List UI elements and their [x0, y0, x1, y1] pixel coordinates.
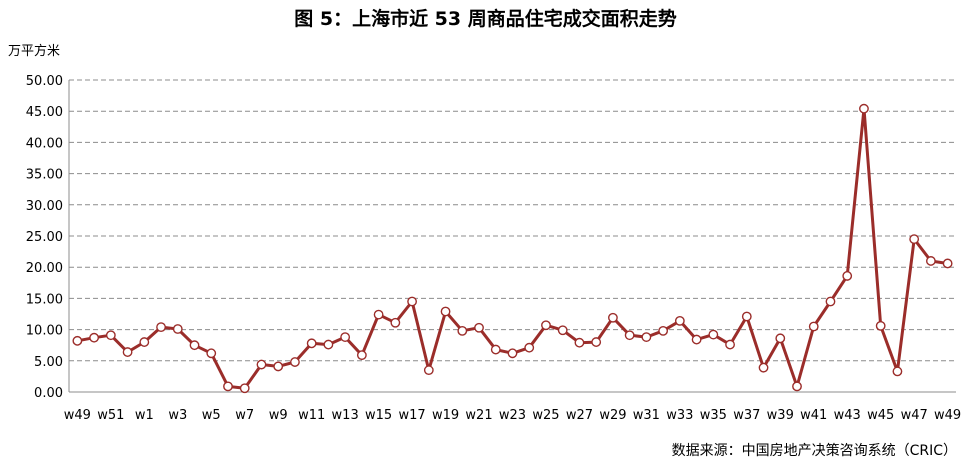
data-point	[490, 344, 501, 355]
x-tick-label: w37	[733, 408, 760, 423]
data-point	[842, 271, 853, 281]
y-tick-label: 30.00	[26, 199, 63, 214]
data-point	[608, 312, 618, 323]
x-tick-label: w17	[398, 408, 425, 423]
data-point	[541, 320, 551, 331]
data-point	[223, 381, 233, 392]
data-point	[256, 359, 267, 370]
y-tick-label: 40.00	[26, 136, 63, 151]
x-tick-label: w19	[432, 408, 459, 423]
data-point	[457, 325, 468, 336]
data-point	[172, 324, 183, 334]
data-point	[909, 234, 920, 245]
y-tick-label: 50.00	[26, 74, 63, 89]
y-axis-unit-label: 万平方米	[8, 44, 61, 59]
x-tick-label: w21	[465, 408, 492, 423]
x-tick-label: w11	[298, 408, 325, 423]
x-tick-label: w47	[901, 408, 928, 423]
y-tick-label: 10.00	[26, 324, 63, 339]
data-point	[423, 365, 434, 376]
y-tick-label: 25.00	[26, 230, 63, 245]
data-point	[156, 322, 166, 333]
x-tick-label: w9	[269, 408, 288, 423]
chart-title: 图 5：上海市近 53 周商品住宅成交面积走势	[294, 8, 677, 30]
data-point	[524, 342, 535, 353]
y-tick-label: 15.00	[26, 292, 63, 307]
data-point	[641, 332, 652, 342]
x-tick-label: w7	[235, 408, 254, 423]
data-point	[373, 309, 384, 320]
data-point	[825, 296, 836, 307]
data-point	[340, 332, 351, 342]
data-point	[942, 258, 953, 269]
data-point	[574, 337, 585, 348]
data-point	[658, 325, 669, 336]
data-point	[440, 306, 451, 317]
data-point	[89, 332, 100, 343]
data-point	[290, 357, 300, 367]
x-tick-label: w43	[834, 408, 861, 423]
data-point	[591, 337, 602, 347]
data-point	[72, 335, 83, 346]
x-tick-label: w33	[666, 408, 693, 423]
y-tick-label: 45.00	[26, 105, 63, 120]
data-point	[189, 340, 200, 351]
data-point	[105, 330, 116, 341]
data-point	[875, 320, 886, 331]
data-point	[792, 381, 802, 392]
x-tick-label: w13	[332, 408, 359, 423]
y-tick-label: 35.00	[26, 168, 63, 183]
data-source-note: 数据来源：中国房地产决策咨询系统（CRIC）	[671, 443, 957, 459]
data-point	[725, 339, 735, 350]
data-point	[356, 350, 367, 361]
x-tick-label: w5	[202, 408, 221, 423]
x-tick-label: w39	[767, 408, 794, 423]
data-point	[624, 330, 635, 341]
data-point	[892, 366, 903, 377]
data-point	[507, 348, 518, 359]
x-tick-label: w41	[800, 408, 827, 423]
data-point	[306, 338, 317, 349]
data-point	[758, 362, 769, 373]
x-tick-label: w31	[633, 408, 660, 423]
data-point	[139, 337, 150, 347]
data-point	[239, 383, 250, 394]
data-point	[390, 317, 401, 328]
x-tick-label: w25	[532, 408, 559, 423]
data-point	[557, 325, 568, 336]
data-point	[859, 103, 869, 114]
data-point	[674, 315, 685, 326]
x-tick-label: w1	[135, 408, 154, 423]
x-tick-label: w45	[867, 408, 894, 423]
data-point	[708, 329, 719, 340]
data-point	[206, 348, 217, 359]
x-tick-label: w27	[566, 408, 593, 423]
x-tick-label: w15	[365, 408, 392, 423]
data-point	[741, 311, 752, 322]
y-tick-label: 0.00	[34, 386, 63, 401]
data-point	[122, 347, 133, 357]
data-point	[474, 322, 484, 333]
data-point	[691, 334, 702, 345]
y-tick-label: 20.00	[26, 261, 63, 276]
x-tick-label: w49	[934, 408, 961, 423]
y-tick-label: 5.00	[34, 355, 63, 370]
x-tick-label: w49	[64, 408, 91, 423]
x-tick-label: w3	[168, 408, 187, 423]
x-tick-label: w29	[599, 408, 626, 423]
data-point	[323, 339, 334, 350]
data-point	[808, 321, 819, 332]
x-tick-label: w23	[499, 408, 526, 423]
x-tick-label: w51	[97, 408, 124, 423]
data-point	[925, 256, 936, 266]
series-line	[77, 107, 948, 390]
data-point	[407, 296, 417, 307]
x-tick-label: w35	[700, 408, 727, 423]
data-point	[775, 333, 786, 344]
data-point	[273, 361, 284, 372]
